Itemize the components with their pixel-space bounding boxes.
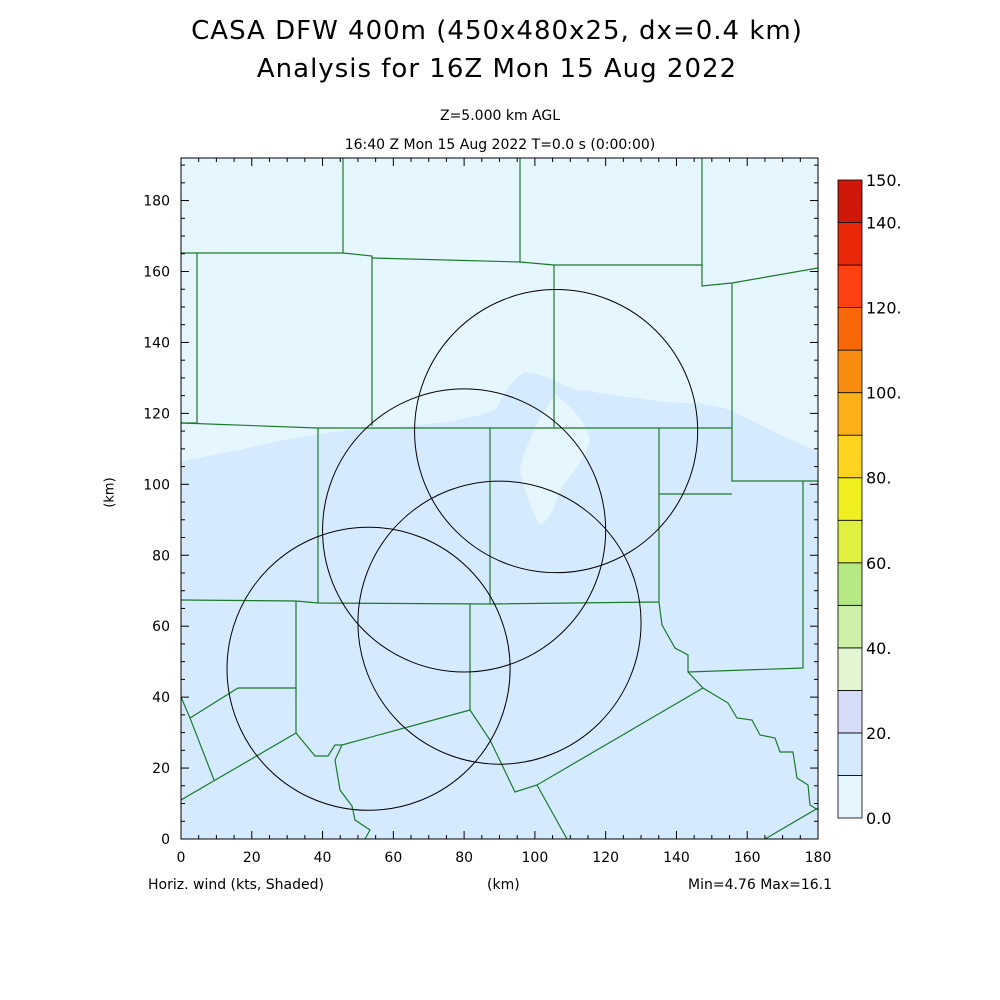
chart-subtitle: Analysis for 16Z Mon 15 Aug 2022 xyxy=(256,54,738,84)
radar-ring-3 xyxy=(357,480,642,765)
y-tick-label: 160 xyxy=(143,265,170,281)
plot-area xyxy=(181,158,818,839)
colorbar-swatch xyxy=(837,519,863,564)
colorbar-label: 0.0 xyxy=(866,809,891,828)
colorbar-swatch xyxy=(837,477,863,521)
colorbar-label: 150. xyxy=(866,171,902,190)
x-tick-label: 60 xyxy=(384,850,402,866)
y-tick-label: 40 xyxy=(152,690,170,706)
colorbar-swatch xyxy=(837,264,863,309)
radar-range-rings xyxy=(226,289,699,811)
axis-ticks xyxy=(180,158,819,840)
x-tick-label: 120 xyxy=(592,850,619,866)
level-label: Z=5.000 km AGL xyxy=(439,108,561,124)
colorbar-swatch xyxy=(837,307,863,351)
x-axis-label: (km) xyxy=(487,877,520,893)
wind-field-light-region xyxy=(181,158,818,462)
colorbar-swatch xyxy=(837,562,863,606)
colorbar-label: 80. xyxy=(866,469,891,488)
y-tick-label: 80 xyxy=(152,548,170,564)
x-tick-label: 0 xyxy=(177,850,186,866)
colorbar-swatch xyxy=(837,392,863,436)
axis-tick-labels: 0 20 40 60 80 100 120 140 160 180 0 20 40 60 80 100 120 1… xyxy=(143,194,831,866)
colorbar-swatch xyxy=(837,434,863,479)
colorbar-swatch xyxy=(837,604,863,649)
colorbar-label: 120. xyxy=(866,299,902,318)
colorbar-swatch xyxy=(837,775,863,819)
y-tick-label: 100 xyxy=(143,477,170,493)
y-tick-label: 60 xyxy=(152,619,170,635)
y-tick-label: 140 xyxy=(143,335,170,351)
x-tick-label: 180 xyxy=(805,850,832,866)
y-tick-label: 180 xyxy=(143,194,170,210)
x-tick-label: 160 xyxy=(734,850,761,866)
x-tick-label: 20 xyxy=(243,850,261,866)
colorbar-label: 40. xyxy=(866,639,891,658)
y-tick-label: 0 xyxy=(161,832,170,848)
min-max-label: Min=4.76 Max=16.1 xyxy=(688,877,833,893)
chart-title: CASA DFW 400m (450x480x25, dx=0.4 km) xyxy=(191,16,803,46)
colorbar-swatch xyxy=(837,179,863,223)
radar-ring-2 xyxy=(322,388,607,673)
colorbar-label: 60. xyxy=(866,554,891,573)
y-tick-label: 20 xyxy=(152,761,170,777)
colorbar-swatch xyxy=(837,349,863,394)
colorbar-swatch xyxy=(837,732,863,776)
x-tick-label: 140 xyxy=(663,850,690,866)
y-tick-label: 120 xyxy=(143,406,170,422)
colorbar-label: 100. xyxy=(866,384,902,403)
colorbar-label: 140. xyxy=(866,214,902,233)
radar-ring-1 xyxy=(226,526,511,811)
x-tick-label: 80 xyxy=(455,850,473,866)
colorbar-swatch xyxy=(837,647,863,691)
colorbar-swatch xyxy=(837,690,863,734)
x-tick-label: 100 xyxy=(522,850,549,866)
field-label: Horiz. wind (kts, Shaded) xyxy=(148,877,324,893)
time-label: 16:40 Z Mon 15 Aug 2022 T=0.0 s (0:00:00… xyxy=(344,137,656,153)
county-boundaries xyxy=(181,158,818,839)
colorbar-label: 20. xyxy=(866,724,891,743)
colorbar: 0.0 20. 40. 60. 80. 100. 120. 140. 150. xyxy=(837,171,902,828)
y-axis-label: (km) xyxy=(102,477,118,508)
radar-ring-4 xyxy=(414,289,699,574)
colorbar-swatch xyxy=(837,222,863,266)
x-tick-label: 40 xyxy=(314,850,332,866)
